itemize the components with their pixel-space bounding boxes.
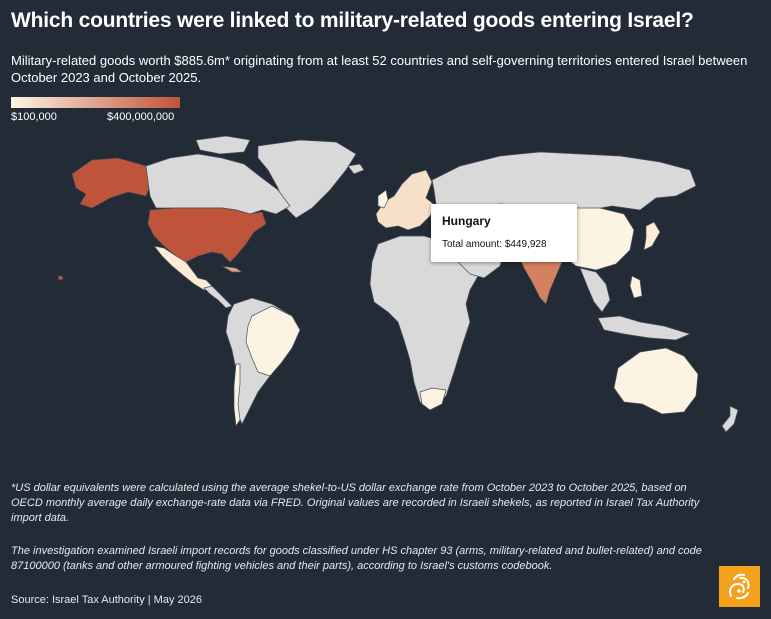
tooltip-title: Hungary bbox=[442, 214, 491, 228]
south-africa[interactable] bbox=[419, 387, 447, 411]
alaska[interactable] bbox=[71, 157, 151, 209]
japan[interactable] bbox=[643, 221, 661, 251]
chile[interactable] bbox=[233, 363, 241, 427]
new-zealand[interactable] bbox=[721, 405, 739, 433]
europe[interactable] bbox=[375, 169, 437, 231]
legend-max-label: $400,000,000 bbox=[107, 111, 175, 123]
tooltip: Hungary Total amount: $449,928 bbox=[431, 204, 577, 262]
hawaii[interactable] bbox=[57, 275, 64, 281]
australia[interactable] bbox=[613, 347, 699, 415]
indonesia[interactable] bbox=[597, 315, 691, 341]
source-line: Source: Israel Tax Authority | May 2026 bbox=[11, 594, 202, 606]
southeast-asia[interactable] bbox=[579, 267, 611, 313]
arctic-islands[interactable] bbox=[195, 135, 251, 155]
footnote-methodology: The investigation examined Israeli impor… bbox=[11, 545, 702, 572]
brazil[interactable] bbox=[245, 305, 301, 377]
subtitle: Military-related goods worth $885.6m* or… bbox=[11, 53, 748, 85]
central-america[interactable] bbox=[203, 285, 233, 309]
world-map bbox=[57, 135, 739, 433]
tooltip-amount: Total amount: $449,928 bbox=[442, 239, 547, 250]
russia[interactable] bbox=[431, 151, 697, 211]
philippines[interactable] bbox=[629, 275, 643, 299]
footnote-exchange-rate: *US dollar equivalents were calculated u… bbox=[11, 482, 700, 524]
iceland[interactable] bbox=[347, 163, 365, 175]
legend-min-label: $100,000 bbox=[11, 111, 57, 123]
al-jazeera-logo bbox=[719, 566, 760, 607]
mexico[interactable] bbox=[153, 245, 213, 291]
united-states[interactable] bbox=[147, 207, 267, 263]
united-kingdom[interactable] bbox=[377, 189, 389, 209]
caribbean[interactable] bbox=[221, 265, 243, 273]
legend-color-scale bbox=[11, 97, 180, 108]
page-title: Which countries were linked to military-… bbox=[11, 9, 694, 32]
